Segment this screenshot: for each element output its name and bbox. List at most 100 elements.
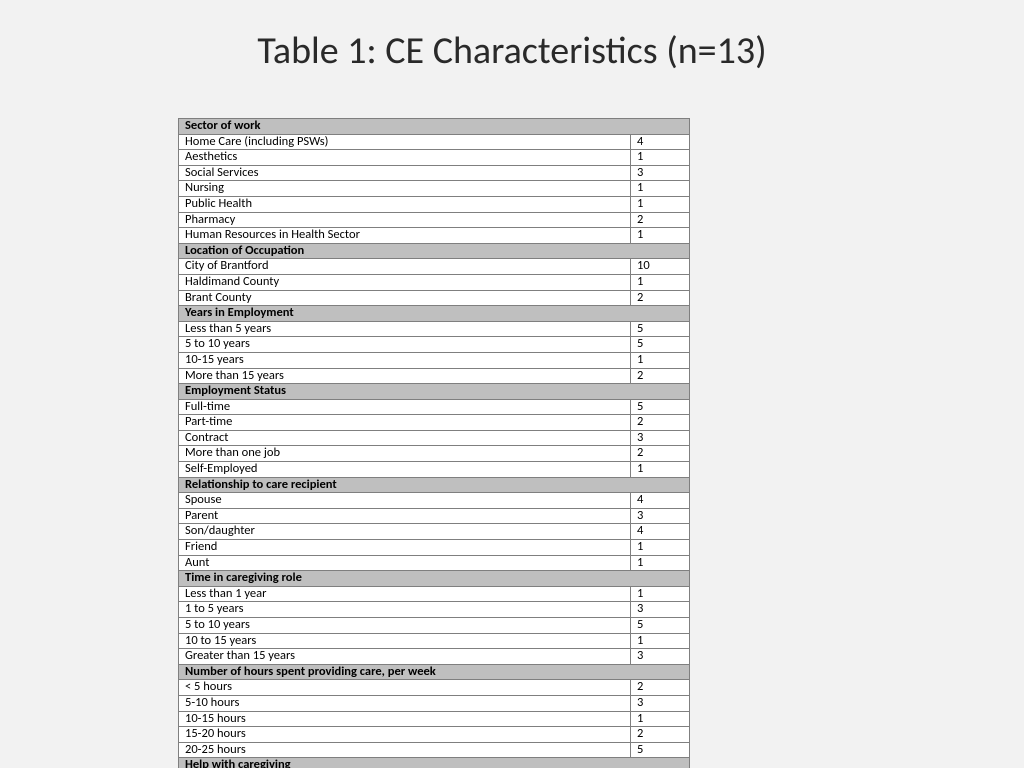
row-value: 5: [631, 322, 691, 337]
section-header: Time in caregiving role: [179, 571, 689, 587]
section-header-label: Help with caregiving: [179, 758, 689, 768]
row-label: More than 15 years: [179, 369, 631, 384]
row-label: More than one job: [179, 446, 631, 461]
row-value: 3: [631, 649, 691, 664]
table-row: City of Brantford10: [179, 259, 689, 275]
table-row: Home Care (including PSWs)4: [179, 135, 689, 151]
table-row: Less than 5 years5: [179, 322, 689, 338]
row-value: 2: [631, 727, 691, 742]
section-header: Years in Employment: [179, 306, 689, 322]
section-header: Location of Occupation: [179, 244, 689, 260]
table-row: Aesthetics1: [179, 150, 689, 166]
table-row: 1 to 5 years3: [179, 602, 689, 618]
row-value: 4: [631, 493, 691, 508]
row-label: Parent: [179, 509, 631, 524]
section-header: Help with caregiving: [179, 758, 689, 768]
table-row: Spouse4: [179, 493, 689, 509]
row-value: 3: [631, 696, 691, 711]
table-row: Pharmacy2: [179, 213, 689, 229]
row-label: Son/daughter: [179, 524, 631, 539]
table-row: More than one job2: [179, 446, 689, 462]
section-header-label: Relationship to care recipient: [179, 478, 689, 493]
table-row: 5 to 10 years5: [179, 618, 689, 634]
table-row: 20-25 hours5: [179, 743, 689, 759]
row-value: 3: [631, 431, 691, 446]
row-label: Contract: [179, 431, 631, 446]
row-label: Self-Employed: [179, 462, 631, 477]
table-row: Contract3: [179, 431, 689, 447]
row-value: 5: [631, 618, 691, 633]
row-label: < 5 hours: [179, 680, 631, 695]
row-value: 10: [631, 259, 691, 274]
row-label: Public Health: [179, 197, 631, 212]
table-row: Public Health1: [179, 197, 689, 213]
row-label: 10-15 years: [179, 353, 631, 368]
row-label: 15-20 hours: [179, 727, 631, 742]
row-label: Less than 5 years: [179, 322, 631, 337]
row-value: 1: [631, 197, 691, 212]
row-label: Friend: [179, 540, 631, 555]
table-row: Part-time2: [179, 415, 689, 431]
table-row: Haldimand County1: [179, 275, 689, 291]
row-value: 5: [631, 743, 691, 758]
row-label: Pharmacy: [179, 213, 631, 228]
row-label: Social Services: [179, 166, 631, 181]
row-value: 1: [631, 462, 691, 477]
row-label: 5 to 10 years: [179, 337, 631, 352]
section-header: Employment Status: [179, 384, 689, 400]
row-value: 4: [631, 524, 691, 539]
section-header-label: Years in Employment: [179, 306, 689, 321]
row-value: 1: [631, 556, 691, 571]
section-header-label: Location of Occupation: [179, 244, 689, 259]
table-row: 10 to 15 years1: [179, 634, 689, 650]
table-row: 10-15 years1: [179, 353, 689, 369]
row-value: 5: [631, 337, 691, 352]
row-value: 3: [631, 509, 691, 524]
table-row: Self-Employed1: [179, 462, 689, 478]
row-label: 10-15 hours: [179, 712, 631, 727]
row-label: Aesthetics: [179, 150, 631, 165]
section-header: Relationship to care recipient: [179, 478, 689, 494]
row-label: Nursing: [179, 181, 631, 196]
table-row: 15-20 hours2: [179, 727, 689, 743]
section-header: Number of hours spent providing care, pe…: [179, 665, 689, 681]
table-row: Parent3: [179, 509, 689, 525]
table-row: Aunt1: [179, 556, 689, 572]
row-value: 1: [631, 712, 691, 727]
row-value: 5: [631, 400, 691, 415]
row-label: 10 to 15 years: [179, 634, 631, 649]
table-row: 10-15 hours1: [179, 712, 689, 728]
row-label: 5-10 hours: [179, 696, 631, 711]
row-value: 3: [631, 602, 691, 617]
row-value: 1: [631, 353, 691, 368]
row-label: City of Brantford: [179, 259, 631, 274]
row-label: Less than 1 year: [179, 587, 631, 602]
characteristics-table: Sector of workHome Care (including PSWs)…: [178, 118, 690, 768]
table-row: Brant County2: [179, 291, 689, 307]
row-label: Haldimand County: [179, 275, 631, 290]
row-label: Full-time: [179, 400, 631, 415]
table-row: Human Resources in Health Sector1: [179, 228, 689, 244]
row-value: 1: [631, 275, 691, 290]
table-row: Social Services3: [179, 166, 689, 182]
row-label: Spouse: [179, 493, 631, 508]
row-value: 4: [631, 135, 691, 150]
row-label: 1 to 5 years: [179, 602, 631, 617]
section-header-label: Time in caregiving role: [179, 571, 689, 586]
table-row: Less than 1 year1: [179, 587, 689, 603]
row-value: 1: [631, 150, 691, 165]
section-header-label: Sector of work: [179, 119, 689, 134]
section-header: Sector of work: [179, 119, 689, 135]
row-value: 2: [631, 213, 691, 228]
row-value: 2: [631, 369, 691, 384]
row-label: Greater than 15 years: [179, 649, 631, 664]
section-header-label: Number of hours spent providing care, pe…: [179, 665, 689, 680]
row-value: 2: [631, 415, 691, 430]
table-row: Friend1: [179, 540, 689, 556]
page-title: Table 1: CE Characteristics (n=13): [0, 28, 1024, 74]
row-label: Aunt: [179, 556, 631, 571]
section-header-label: Employment Status: [179, 384, 689, 399]
table-row: Greater than 15 years3: [179, 649, 689, 665]
row-label: Part-time: [179, 415, 631, 430]
table-row: Full-time5: [179, 400, 689, 416]
